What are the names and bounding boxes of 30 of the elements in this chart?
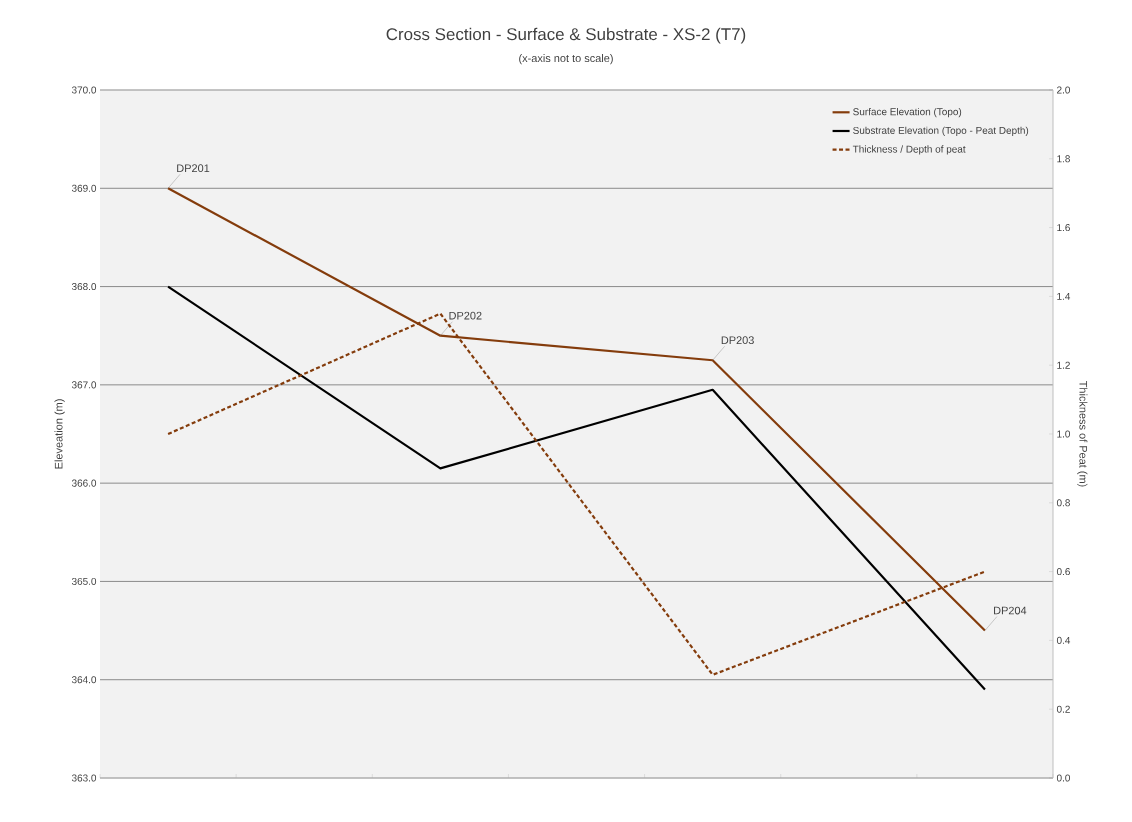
y-tick-label: 369.0 <box>71 184 97 192</box>
y-tick-label: 368.0 <box>71 283 97 291</box>
y-tick-label: 367.0 <box>71 381 97 389</box>
y2-tick-label: 2.0 <box>1057 86 1070 94</box>
y2-tick-label: 0.6 <box>1056 568 1070 576</box>
y2-axis-title: Thickness of Peat (m) <box>1077 380 1088 487</box>
y-axis-title: Eleveation (m) <box>54 399 65 469</box>
y2-tick-label: 0.4 <box>1056 636 1071 644</box>
y-tick-label: 370.0 <box>71 86 97 94</box>
y2-tick-label: 1.4 <box>1057 292 1071 300</box>
y2-tick-label: 1.0 <box>1057 430 1070 438</box>
legend-label: Thickness / Depth of peat <box>852 145 966 155</box>
y2-tick-label: 0.8 <box>1056 499 1070 507</box>
chart-subtitle: (x-axis not to scale) <box>519 54 613 65</box>
y2-tick-label: 1.6 <box>1057 224 1070 232</box>
y-tick-label: 363.0 <box>71 774 97 782</box>
chart-title: Cross Section - Surface & Substrate - XS-2 (T7) <box>386 27 746 44</box>
y2-tick-label: 1.2 <box>1057 361 1070 369</box>
annotation: DP201 <box>177 164 210 173</box>
y2-tick-label: 0.2 <box>1056 705 1070 713</box>
legend-label: Surface Elevation (Topo) <box>853 107 962 118</box>
y2-tick-label: 1.8 <box>1057 155 1070 163</box>
y-tick-label: 364.0 <box>71 676 97 684</box>
y-tick-label: 366.0 <box>71 479 97 487</box>
y-tick-label: 365.0 <box>71 577 97 585</box>
legend-label: Substrate Elevation (Topo - Peat Depth) <box>853 126 1029 136</box>
annotation: DP204 <box>994 606 1027 615</box>
annotation: DP202 <box>449 311 482 320</box>
y2-tick-label: 0.0 <box>1056 774 1070 782</box>
annotation: DP203 <box>721 336 754 345</box>
